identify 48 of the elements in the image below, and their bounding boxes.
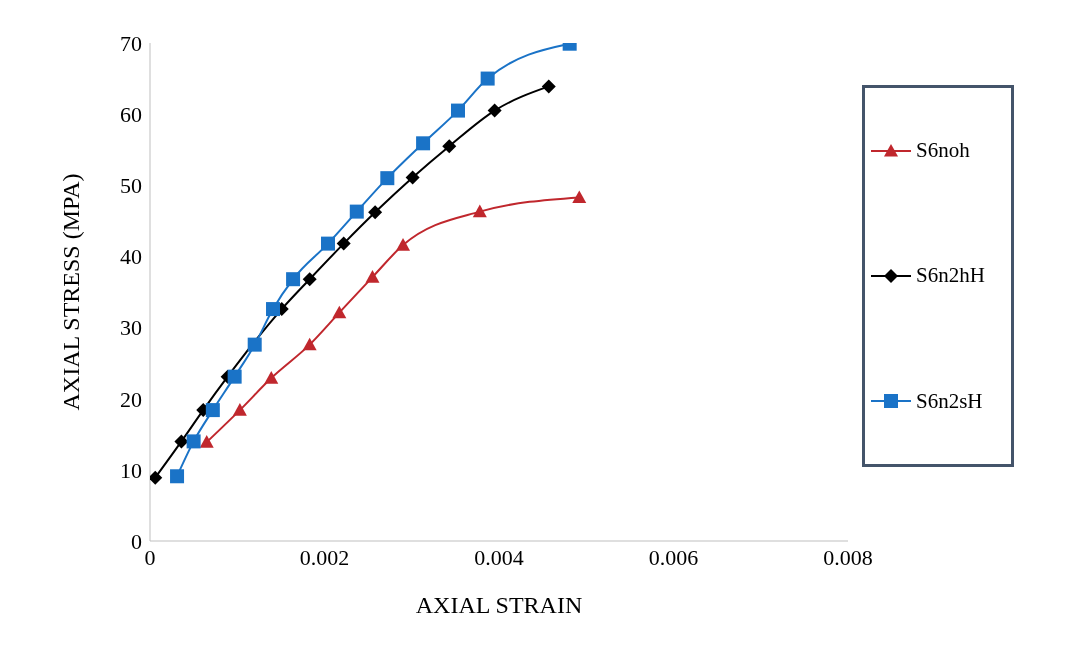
legend-label: S6noh <box>916 138 970 164</box>
point <box>186 434 201 449</box>
point <box>442 139 457 154</box>
point <box>349 204 364 219</box>
x-tick-label: 0.004 <box>474 544 524 570</box>
y-tick-label: 60 <box>120 101 142 127</box>
y-tick-label: 40 <box>120 244 142 270</box>
point <box>174 434 189 449</box>
point <box>572 190 587 203</box>
point <box>365 270 380 283</box>
point <box>487 103 502 118</box>
point <box>302 272 317 287</box>
y-tick-label: 10 <box>120 457 142 483</box>
legend-label: S6n2sH <box>916 388 983 414</box>
point <box>227 369 242 384</box>
x-tick-label: 0.006 <box>648 544 699 570</box>
x-axis-title: AXIAL STRAIN <box>415 592 583 618</box>
point <box>336 236 351 251</box>
point <box>472 204 487 218</box>
point <box>396 238 411 251</box>
y-tick-label: 0 <box>131 528 142 554</box>
point <box>266 302 281 317</box>
point <box>450 103 465 118</box>
point <box>286 272 301 287</box>
point <box>416 136 431 151</box>
point <box>205 403 220 418</box>
point <box>150 470 163 485</box>
point <box>320 236 335 251</box>
x-tick-label: 0.002 <box>299 544 350 570</box>
point <box>332 305 347 319</box>
point <box>247 337 262 352</box>
point <box>480 71 495 86</box>
point <box>264 371 279 384</box>
y-tick-label: 50 <box>120 173 142 199</box>
y-axis-title: AXIAL STRESS (MPA) <box>57 173 84 411</box>
legend-label: S6n2hH <box>916 263 985 289</box>
point <box>170 469 185 484</box>
point <box>199 435 214 448</box>
point <box>405 170 420 185</box>
x-tick-label: 0.008 <box>823 544 873 570</box>
point <box>232 403 247 416</box>
point <box>541 79 556 94</box>
y-tick-label: 70 <box>120 30 142 56</box>
y-tick-label: 20 <box>120 386 142 412</box>
point <box>302 337 317 351</box>
point <box>368 205 383 220</box>
y-tick-label: 30 <box>120 315 142 341</box>
point <box>380 171 395 186</box>
